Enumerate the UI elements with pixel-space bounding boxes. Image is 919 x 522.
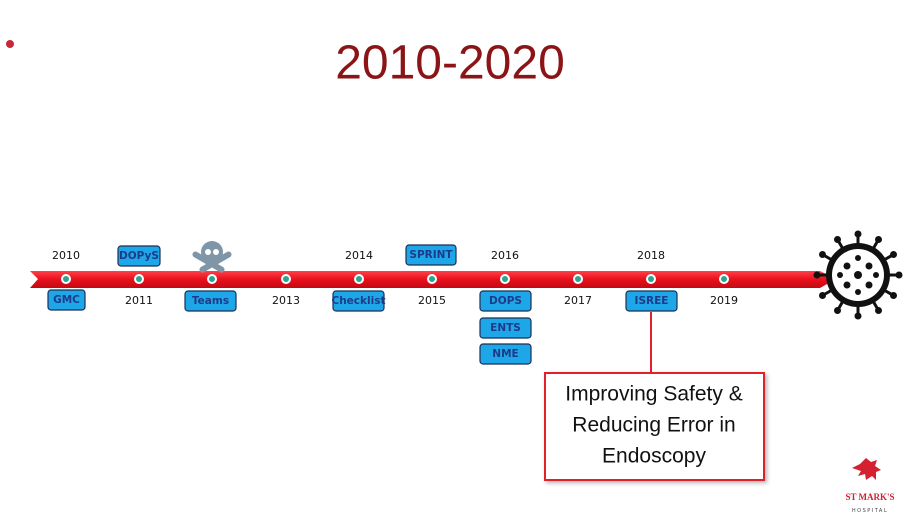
tag: ENTS <box>479 317 532 339</box>
bullet <box>6 40 14 48</box>
year-label: 2013 <box>272 294 300 307</box>
timeline-dot <box>429 276 435 282</box>
timeline-dot <box>575 276 581 282</box>
timeline-dot <box>63 276 69 282</box>
virus-icon <box>813 230 903 320</box>
virus-spike-tip <box>895 271 903 279</box>
tag-label: SPRINT <box>409 249 453 261</box>
callout-box <box>544 372 765 481</box>
timeline-dot <box>721 276 727 282</box>
tag-label: Checklist <box>332 295 386 307</box>
year-label: 2015 <box>418 294 446 307</box>
tag-label: GMC <box>53 294 80 306</box>
logo-subtitle: HOSPITAL <box>852 508 888 514</box>
tag: GMC <box>47 289 86 311</box>
tag-label: ISREE <box>635 295 669 307</box>
year-label: 2018 <box>637 249 665 262</box>
timeline-dot <box>648 276 654 282</box>
tag-label: DOPyS <box>119 250 159 262</box>
year-label: 2010 <box>52 249 80 262</box>
year-label: 2014 <box>345 249 373 262</box>
virus-spike-tip <box>813 271 821 279</box>
timeline-dot <box>209 276 215 282</box>
tag: SPRINT <box>405 244 457 266</box>
year-label: 2017 <box>564 294 592 307</box>
tag: Checklist <box>332 290 386 312</box>
skull-icon <box>192 241 232 273</box>
callout-line: Improving Safety & <box>565 383 742 406</box>
timeline-dot <box>136 276 142 282</box>
virus-spike-tip <box>854 230 862 238</box>
logo: ST MARK'S HOSPITAL <box>845 458 895 514</box>
callout-line: Reducing Error in <box>572 414 735 437</box>
title: 2010-2020 <box>335 37 565 90</box>
tag-label: NME <box>492 348 518 360</box>
tag: DOPS <box>479 290 532 312</box>
timeline-dots <box>61 274 729 284</box>
timeline-dot <box>356 276 362 282</box>
tag: NME <box>479 343 532 365</box>
tag: ISREE <box>625 290 678 312</box>
callout-line: Endoscopy <box>602 445 706 468</box>
tag: Teams <box>184 290 237 312</box>
year-label: 2016 <box>491 249 519 262</box>
tag-label: DOPS <box>489 295 522 307</box>
logo-name: ST MARK'S <box>845 492 894 502</box>
year-label: 2019 <box>710 294 738 307</box>
year-label: 2011 <box>125 294 153 307</box>
timeline-dot <box>502 276 508 282</box>
virus-spike-tip <box>854 312 862 320</box>
tag-label: ENTS <box>490 322 521 334</box>
timeline-dot <box>283 276 289 282</box>
tag-label: Teams <box>192 295 229 307</box>
tag: DOPyS <box>117 245 161 267</box>
